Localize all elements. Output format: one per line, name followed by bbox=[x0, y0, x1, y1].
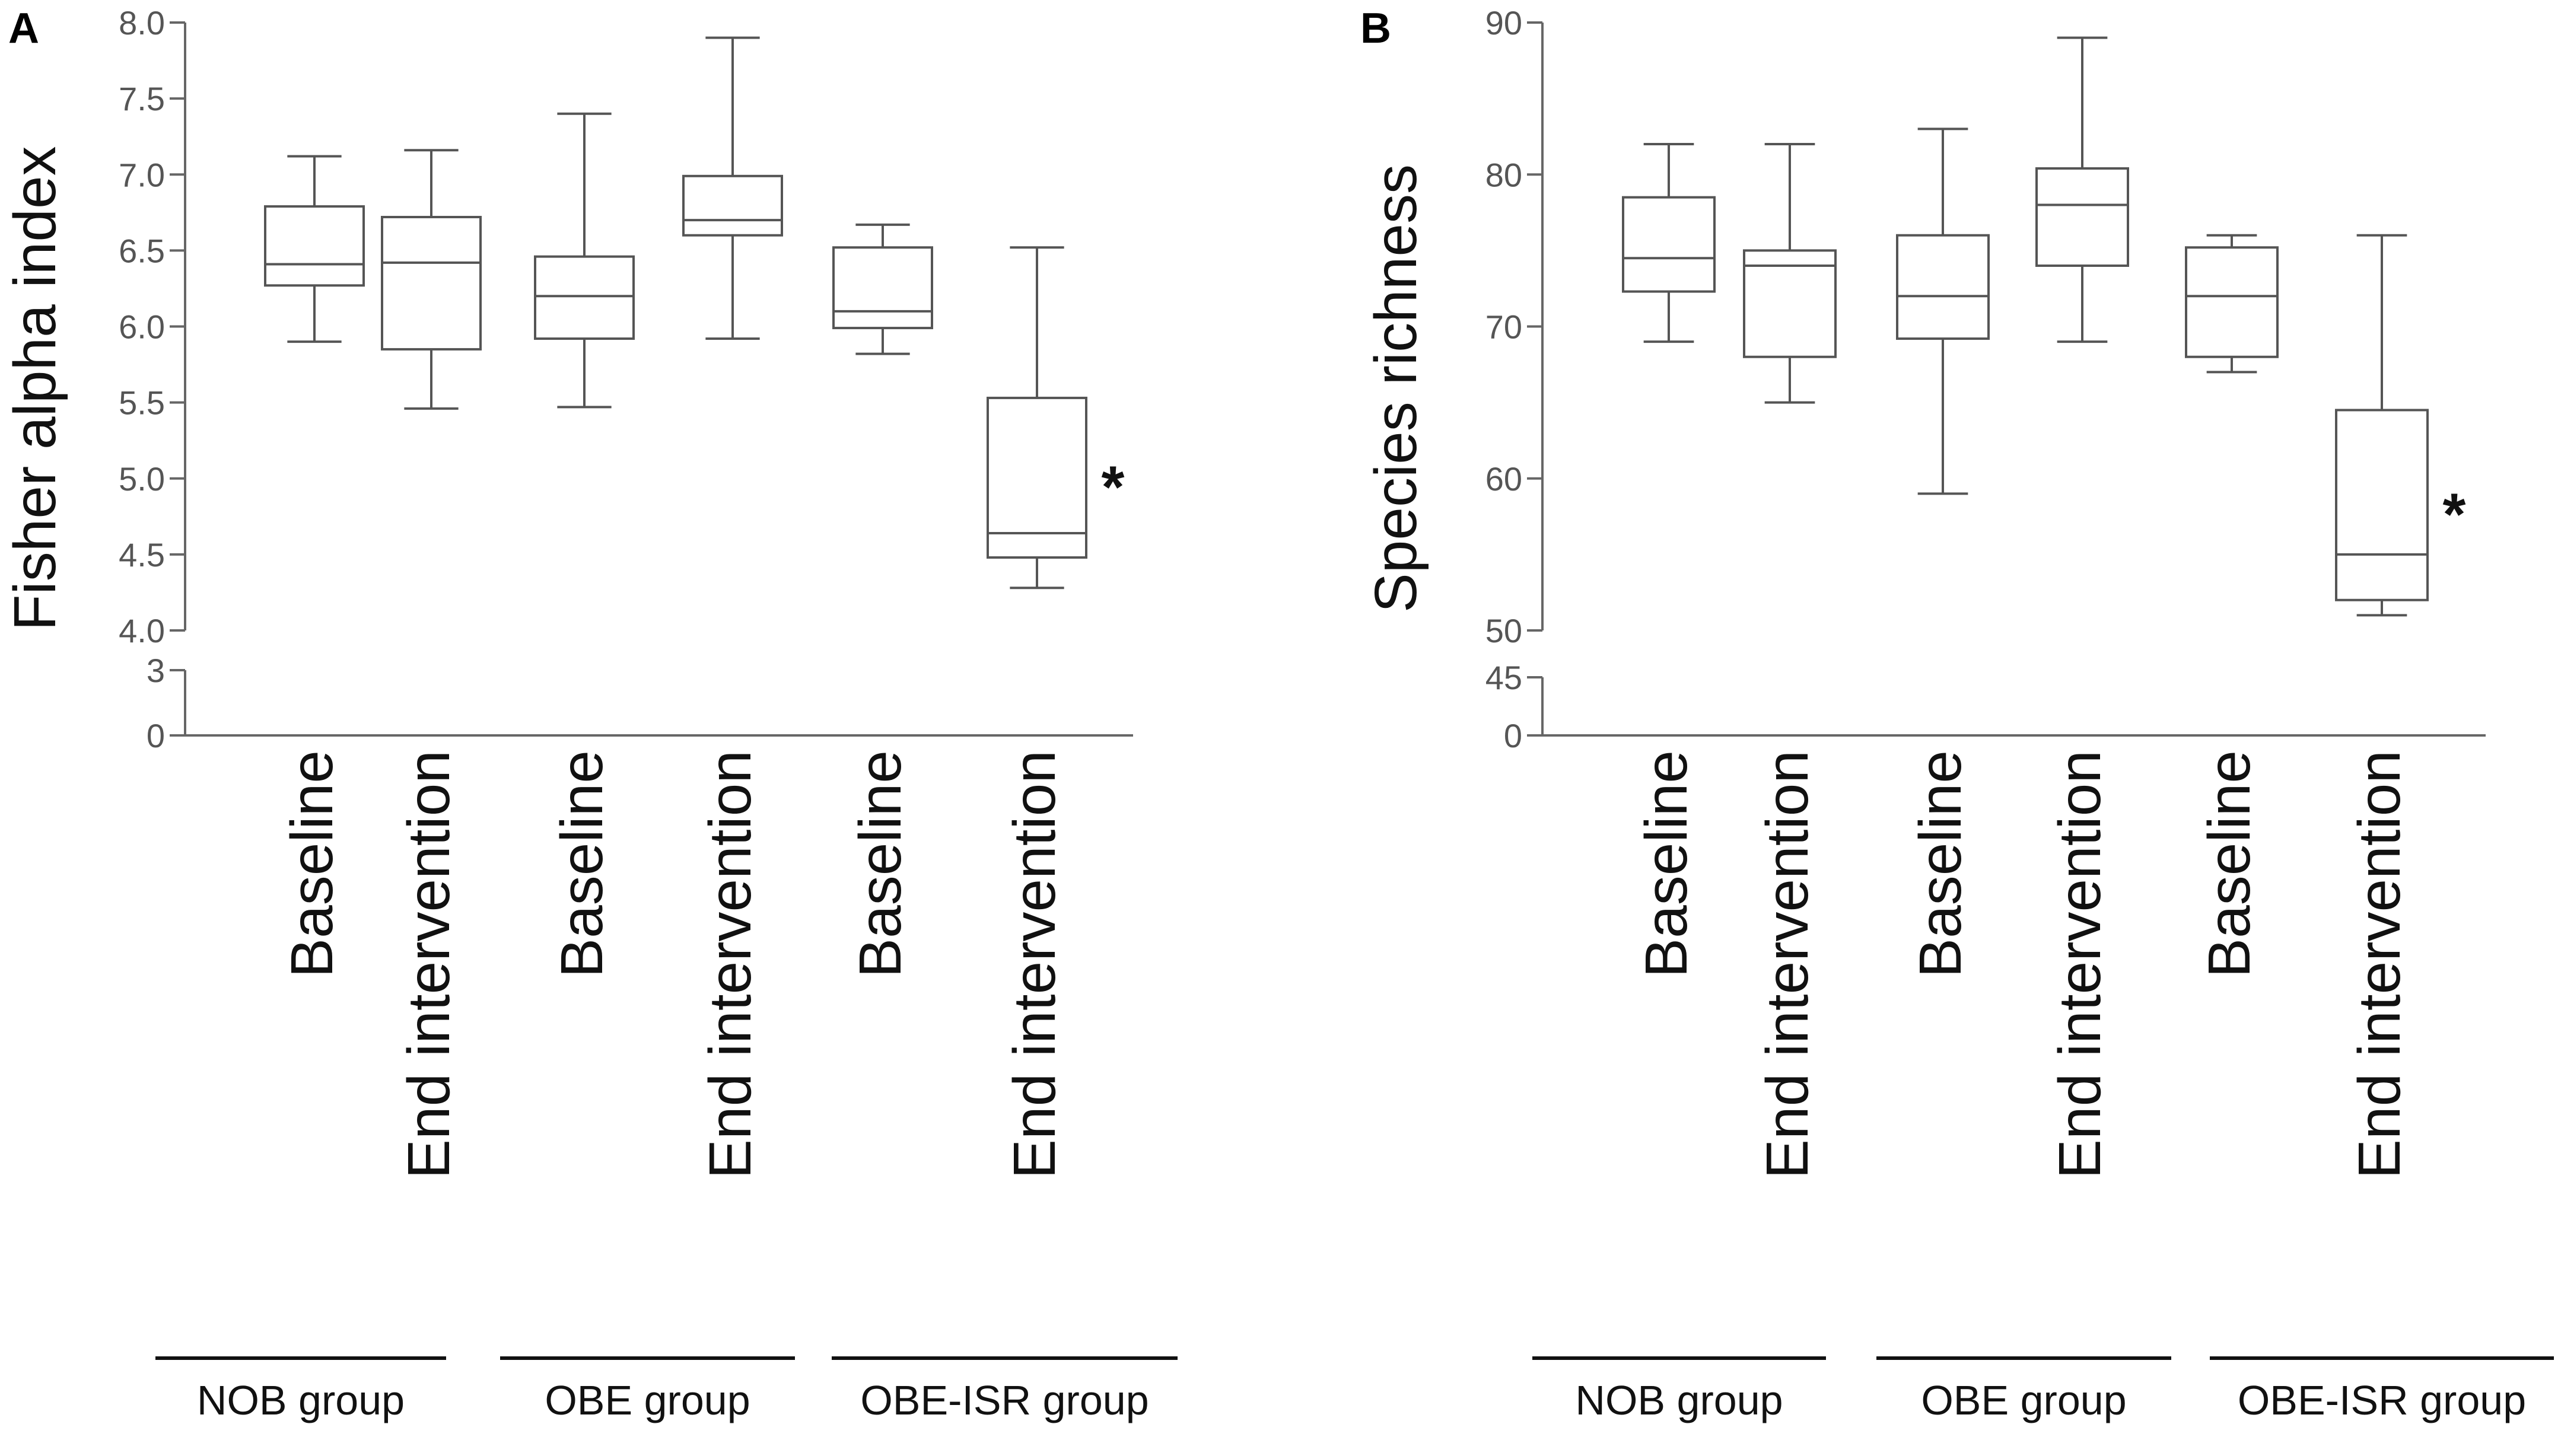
significance-asterisk: * bbox=[2443, 482, 2466, 548]
box-plot-6 bbox=[987, 246, 1087, 590]
iqr-box bbox=[264, 205, 365, 287]
y-tick-label: 6.5 bbox=[119, 232, 165, 269]
significance-asterisk: * bbox=[1102, 454, 1125, 520]
iqr-box bbox=[2335, 409, 2429, 601]
group-label: OBE group bbox=[545, 1377, 750, 1423]
y-tick-label: 80 bbox=[1485, 156, 1522, 193]
iqr-box bbox=[2185, 246, 2279, 358]
y-axis-label: Species richness bbox=[1363, 164, 1429, 613]
box-plot-1 bbox=[1622, 143, 1716, 343]
y-tick-label: 6.0 bbox=[119, 308, 165, 346]
x-category-label: Baseline bbox=[2196, 750, 2263, 978]
y-tick-label: 4.0 bbox=[119, 612, 165, 649]
group-label: NOB group bbox=[197, 1377, 405, 1423]
x-category-label: End intervention bbox=[2346, 750, 2413, 1179]
iqr-box bbox=[2035, 167, 2129, 267]
group-label: OBE-ISR group bbox=[860, 1377, 1149, 1423]
y-tick-label: 5.5 bbox=[119, 384, 165, 422]
x-category-label: End intervention bbox=[697, 750, 763, 1179]
y-tick-label: 0 bbox=[1504, 717, 1522, 754]
x-category-label: Baseline bbox=[1633, 750, 1700, 978]
box-plot-1 bbox=[264, 155, 365, 343]
chart-panel-a: A 4.0 4.5 5.0 5.5 6.0 6.5 7.0 7.5 8.0 0 3 Fisher alp… bbox=[2, 4, 1178, 1423]
y-tick-label: 90 bbox=[1485, 4, 1522, 42]
x-category-label: Baseline bbox=[1907, 750, 1974, 978]
y-tick-label: 60 bbox=[1485, 460, 1522, 498]
iqr-box bbox=[832, 246, 933, 330]
panel-letter: B bbox=[1360, 5, 1391, 52]
iqr-box bbox=[682, 174, 783, 237]
x-category-label: End intervention bbox=[1754, 750, 1821, 1179]
y-tick-label: 70 bbox=[1485, 308, 1522, 346]
x-category-label: Baseline bbox=[549, 750, 615, 978]
y-tick-label: 50 bbox=[1485, 612, 1522, 649]
box-plot-2 bbox=[381, 149, 482, 410]
iqr-box bbox=[1743, 249, 1837, 358]
y-tick-label: 3 bbox=[147, 652, 165, 689]
x-category-label: Baseline bbox=[847, 750, 914, 978]
y-tick-label: 5.0 bbox=[119, 460, 165, 498]
box-plot-4 bbox=[2035, 36, 2129, 343]
y-axis-label: Fisher alpha index bbox=[2, 146, 68, 630]
box-plot-5 bbox=[832, 223, 933, 355]
iqr-box bbox=[987, 396, 1087, 559]
iqr-box bbox=[1896, 234, 1990, 340]
x-category-label: End intervention bbox=[396, 750, 462, 1179]
group-label: OBE-ISR group bbox=[2238, 1377, 2526, 1423]
iqr-box bbox=[381, 216, 482, 351]
box-plot-2 bbox=[1743, 143, 1837, 404]
chart-panel-b: B 50 60 70 80 90 0 45 Species richness * Baseline E… bbox=[1360, 4, 2554, 1423]
y-tick-label: 4.5 bbox=[119, 536, 165, 574]
panel-letter: A bbox=[8, 5, 39, 52]
y-tick-label: 8.0 bbox=[119, 4, 165, 42]
box-plot-6 bbox=[2335, 234, 2429, 617]
x-category-label: Baseline bbox=[279, 750, 345, 978]
group-label: OBE group bbox=[1921, 1377, 2126, 1423]
box-plot-4 bbox=[682, 36, 783, 340]
box-plot-3 bbox=[1896, 128, 1990, 495]
x-category-label: End intervention bbox=[1001, 750, 1068, 1179]
iqr-box bbox=[1622, 196, 1716, 293]
y-tick-label: 7.0 bbox=[119, 156, 165, 193]
y-tick-label: 0 bbox=[147, 717, 165, 754]
y-tick-label: 45 bbox=[1485, 659, 1522, 696]
group-label: NOB group bbox=[1575, 1377, 1783, 1423]
box-plot-5 bbox=[2185, 234, 2279, 374]
y-tick-label: 7.5 bbox=[119, 80, 165, 117]
x-category-label: End intervention bbox=[2047, 750, 2113, 1179]
iqr-box bbox=[534, 255, 635, 340]
box-plot-3 bbox=[534, 112, 635, 409]
